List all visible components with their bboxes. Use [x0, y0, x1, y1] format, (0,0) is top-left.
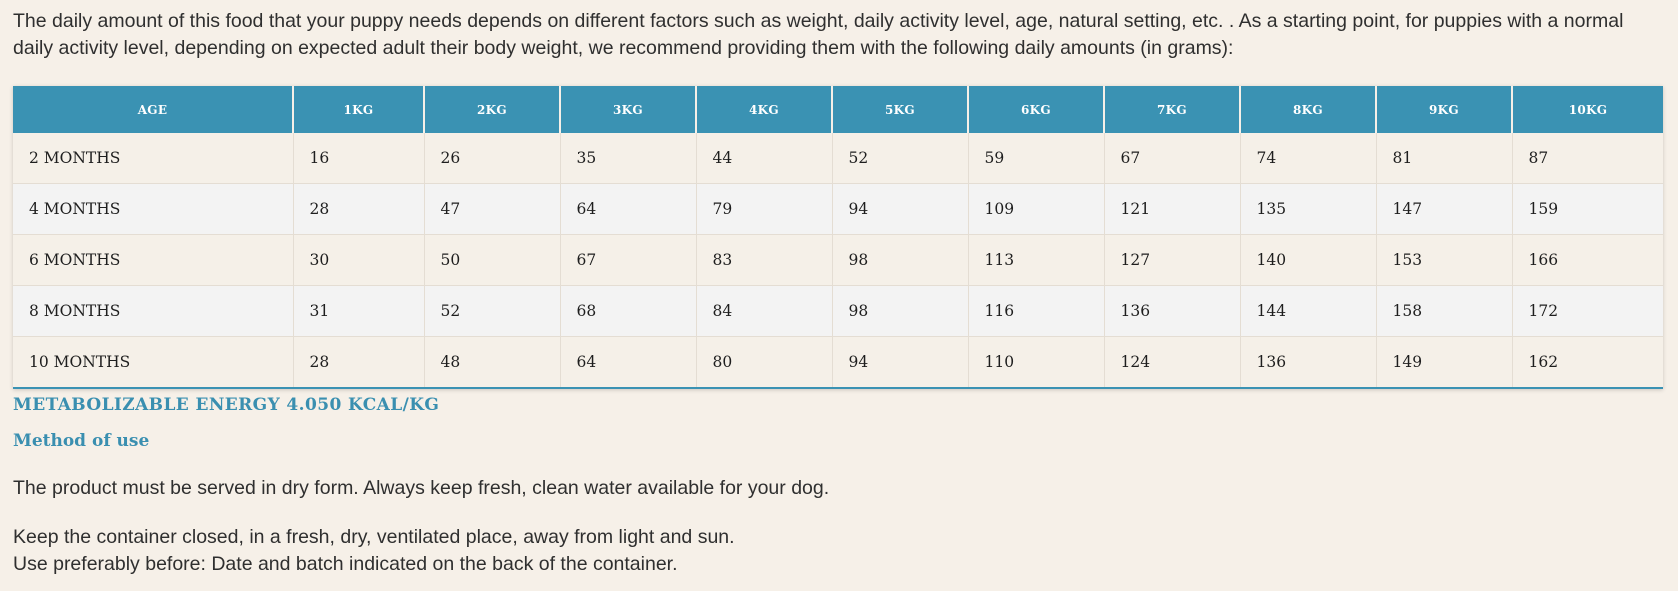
table-cell: 153	[1376, 234, 1513, 286]
table-cell: 48	[424, 336, 561, 389]
method-text: The product must be served in dry form. …	[13, 477, 830, 499]
row-age-cell: 6 MONTHS	[13, 234, 294, 286]
table-cell: 64	[560, 183, 697, 235]
table-cell: 121	[1104, 183, 1241, 235]
row-age-cell: 8 MONTHS	[13, 285, 294, 337]
table-cell: 149	[1376, 336, 1513, 389]
table-cell: 80	[696, 336, 833, 389]
table-cell: 28	[293, 183, 425, 235]
header-3kg: 3KG	[560, 86, 697, 133]
header-7kg: 7KG	[1104, 86, 1241, 133]
table-row: 8 MONTHS 31 52 68 84 98 116 136 144 158 …	[13, 285, 1663, 337]
table-cell: 44	[696, 133, 833, 184]
table-cell: 94	[832, 183, 969, 235]
table-row: 10 MONTHS 28 48 64 80 94 110 124 136 149…	[13, 336, 1663, 389]
table-cell: 140	[1240, 234, 1377, 286]
method-of-use-heading: Method of use	[13, 431, 150, 451]
table-header-row: AGE 1KG 2KG 3KG 4KG 5KG 6KG 7KG 8KG 9KG …	[13, 86, 1663, 133]
storage-line: Keep the container closed, in a fresh, d…	[13, 526, 735, 548]
feeding-table: AGE 1KG 2KG 3KG 4KG 5KG 6KG 7KG 8KG 9KG …	[13, 86, 1663, 389]
header-10kg: 10KG	[1512, 86, 1663, 133]
table-cell: 124	[1104, 336, 1241, 389]
table-cell: 136	[1104, 285, 1241, 337]
table-cell: 35	[560, 133, 697, 184]
table-cell: 98	[832, 234, 969, 286]
header-5kg: 5KG	[832, 86, 969, 133]
table-cell: 84	[696, 285, 833, 337]
table-cell: 135	[1240, 183, 1377, 235]
header-8kg: 8KG	[1240, 86, 1377, 133]
table-row: 2 MONTHS 16 26 35 44 52 59 67 74 81 87	[13, 133, 1663, 184]
table-cell: 30	[293, 234, 425, 286]
row-age-cell: 2 MONTHS	[13, 133, 294, 184]
row-age-cell: 4 MONTHS	[13, 183, 294, 235]
table-cell: 16	[293, 133, 425, 184]
row-age-cell: 10 MONTHS	[13, 336, 294, 389]
table-cell: 98	[832, 285, 969, 337]
table-cell: 162	[1512, 336, 1663, 389]
table-cell: 74	[1240, 133, 1377, 184]
table-cell: 83	[696, 234, 833, 286]
table-cell: 136	[1240, 336, 1377, 389]
table-cell: 68	[560, 285, 697, 337]
table-cell: 110	[968, 336, 1105, 389]
header-9kg: 9KG	[1376, 86, 1513, 133]
header-2kg: 2KG	[424, 86, 561, 133]
table-cell: 159	[1512, 183, 1663, 235]
table-cell: 52	[832, 133, 969, 184]
table-cell: 158	[1376, 285, 1513, 337]
table-cell: 47	[424, 183, 561, 235]
table-cell: 28	[293, 336, 425, 389]
table-cell: 59	[968, 133, 1105, 184]
table-cell: 94	[832, 336, 969, 389]
table-cell: 31	[293, 285, 425, 337]
table-cell: 147	[1376, 183, 1513, 235]
header-6kg: 6KG	[968, 86, 1105, 133]
table-cell: 50	[424, 234, 561, 286]
table-cell: 52	[424, 285, 561, 337]
table-cell: 64	[560, 336, 697, 389]
intro-paragraph: The daily amount of this food that your …	[13, 10, 1624, 59]
header-4kg: 4KG	[696, 86, 833, 133]
energy-heading: METABOLIZABLE ENERGY 4.050 KCAL/KG	[13, 395, 440, 415]
table-cell: 87	[1512, 133, 1663, 184]
table-row: 6 MONTHS 30 50 67 83 98 113 127 140 153 …	[13, 234, 1663, 286]
table-cell: 67	[560, 234, 697, 286]
table-cell: 116	[968, 285, 1105, 337]
table-cell: 172	[1512, 285, 1663, 337]
header-age: AGE	[13, 86, 294, 133]
table-cell: 109	[968, 183, 1105, 235]
table-cell: 26	[424, 133, 561, 184]
table-row: 4 MONTHS 28 47 64 79 94 109 121 135 147 …	[13, 183, 1663, 235]
table-cell: 144	[1240, 285, 1377, 337]
header-1kg: 1KG	[293, 86, 425, 133]
page-content: The daily amount of this food that your …	[0, 8, 1678, 578]
table-cell: 67	[1104, 133, 1241, 184]
table-cell: 166	[1512, 234, 1663, 286]
table-cell: 127	[1104, 234, 1241, 286]
table-cell: 79	[696, 183, 833, 235]
table-cell: 81	[1376, 133, 1513, 184]
table-cell: 113	[968, 234, 1105, 286]
best-before-line: Use preferably before: Date and batch in…	[13, 553, 678, 575]
